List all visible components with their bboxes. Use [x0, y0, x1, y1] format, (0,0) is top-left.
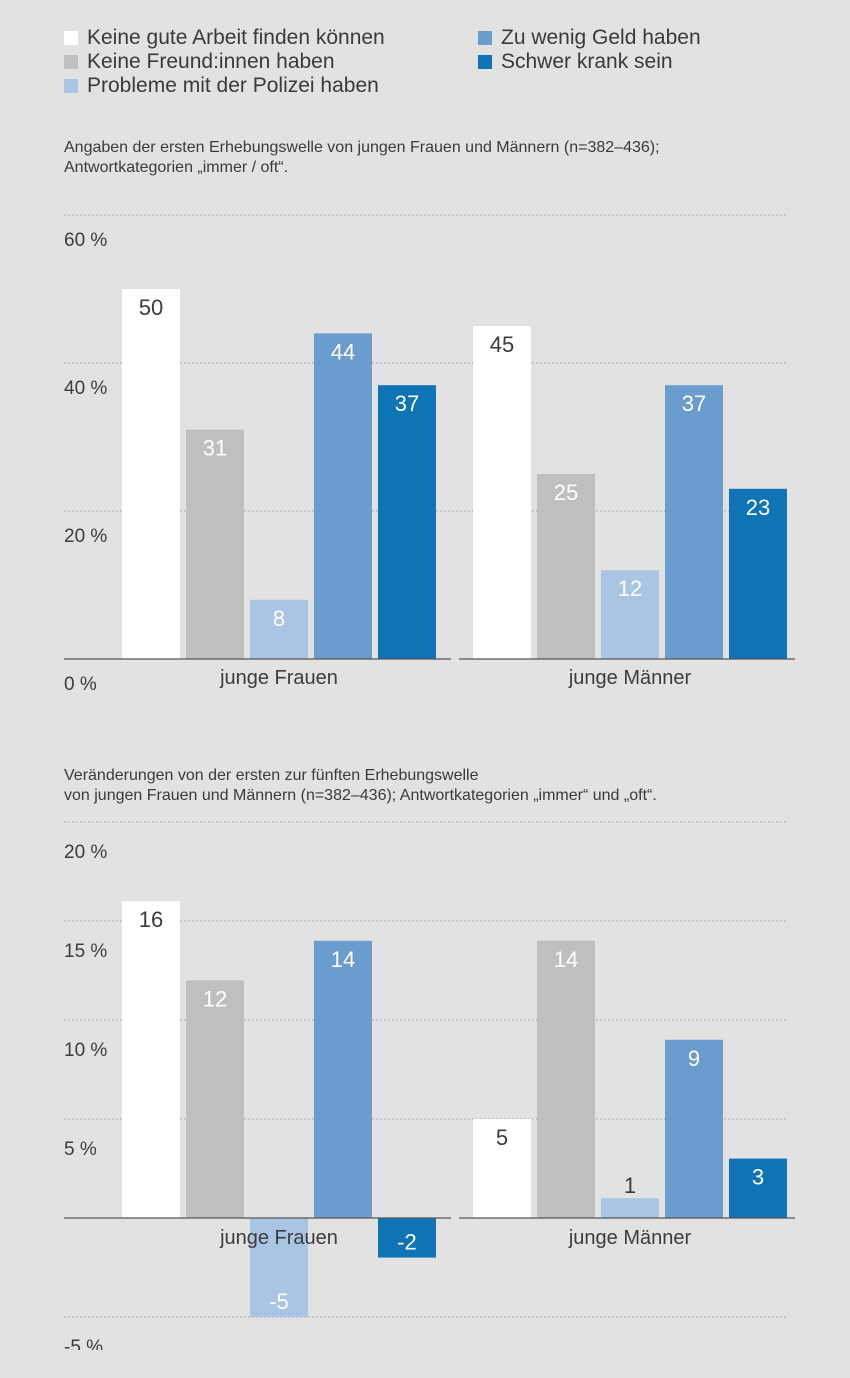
legend: Keine gute Arbeit finden können Keine Fr… — [0, 0, 850, 110]
y-tick-label: 20 % — [64, 842, 107, 863]
y-tick-label: 5 % — [64, 1139, 97, 1160]
data-label: 50 — [139, 295, 163, 320]
legend-swatch — [478, 31, 492, 45]
chart-1-subtitle: Angaben der ersten Erhebungswelle von ju… — [64, 138, 660, 178]
legend-item-krank: Schwer krank sein — [478, 50, 673, 74]
data-label: 31 — [203, 436, 227, 461]
legend-label: Keine gute Arbeit finden können — [87, 26, 385, 49]
legend-label: Schwer krank sein — [501, 50, 673, 73]
data-label: 1 — [624, 1173, 636, 1198]
legend-item-freunde: Keine Freund:innen haben — [64, 50, 335, 74]
bar-probleme-mit-der-polizei-haben-junge-frauen — [250, 599, 308, 659]
bar-probleme-mit-der-polizei-haben-junge-männer — [601, 570, 659, 659]
data-label: 14 — [331, 947, 355, 972]
subtitle-line: von jungen Frauen und Männern (n=382–436… — [64, 787, 657, 804]
bar-schwer-krank-sein-junge-männer — [729, 488, 787, 659]
legend-item-polizei: Probleme mit der Polizei haben — [64, 74, 379, 98]
bar-schwer-krank-sein-junge-männer — [729, 1158, 787, 1218]
category-label: junge Männer — [568, 667, 692, 689]
bar-keine-gute-arbeit-finden-können-junge-frauen — [122, 901, 180, 1218]
data-label: -5 — [269, 1289, 289, 1314]
data-label: 8 — [273, 606, 285, 631]
bar-zu-wenig-geld-haben-junge-frauen — [314, 333, 372, 659]
legend-label: Zu wenig Geld haben — [501, 26, 701, 49]
data-label: 5 — [496, 1125, 508, 1150]
bar-keine-gute-arbeit-finden-können-junge-männer — [473, 1119, 531, 1218]
category-label: junge Frauen — [219, 1227, 338, 1249]
y-tick-label: 20 % — [64, 526, 107, 547]
subtitle-line: Angaben der ersten Erhebungswelle von ju… — [64, 139, 660, 156]
data-label: 37 — [395, 391, 419, 416]
data-label: 37 — [682, 391, 706, 416]
legend-label: Keine Freund:innen haben — [87, 50, 335, 73]
chart-change-first-to-fifth-wave: -5 % 5 % 10 % 15 % 20 % 16 12 -5 14 -2 junge Fraue… — [64, 821, 795, 1350]
data-label: 45 — [490, 332, 514, 357]
legend-item-arbeit: Keine gute Arbeit finden können — [64, 26, 385, 50]
y-tick-label: -5 % — [64, 1337, 103, 1350]
bar-keine-gute-arbeit-finden-können-junge-männer — [473, 326, 531, 659]
bar-probleme-mit-der-polizei-haben-junge-frauen — [250, 1218, 308, 1317]
chart-first-wave: 0 % 20 % 40 % 60 % 50 31 8 44 37 junge Frauen 45 25… — [64, 214, 795, 695]
category-label: junge Frauen — [219, 667, 338, 689]
bar-keine-gute-arbeit-finden-können-junge-frauen — [122, 289, 180, 659]
data-label: 14 — [554, 947, 578, 972]
bar-keine-freund-innen-haben-junge-frauen — [186, 429, 244, 659]
y-tick-label: 15 % — [64, 941, 107, 962]
chart-2-subtitle: Veränderungen von der ersten zur fünften… — [64, 766, 657, 806]
legend-item-geld: Zu wenig Geld haben — [478, 26, 701, 50]
bar-zu-wenig-geld-haben-junge-männer — [665, 385, 723, 659]
data-label: 3 — [752, 1165, 764, 1190]
data-label: -2 — [397, 1230, 417, 1255]
bar-schwer-krank-sein-junge-frauen — [378, 1218, 436, 1258]
legend-swatch — [64, 31, 78, 45]
bar-keine-freund-innen-haben-junge-männer — [537, 474, 595, 659]
bar-keine-freund-innen-haben-junge-frauen — [186, 980, 244, 1218]
data-label: 44 — [331, 339, 355, 364]
data-label: 12 — [203, 986, 227, 1011]
data-label: 23 — [746, 495, 770, 520]
data-label: 9 — [688, 1046, 700, 1071]
legend-swatch — [478, 55, 492, 69]
bar-probleme-mit-der-polizei-haben-junge-männer — [601, 1198, 659, 1218]
data-label: 12 — [618, 576, 642, 601]
legend-swatch — [64, 79, 78, 93]
legend-label: Probleme mit der Polizei haben — [87, 74, 379, 97]
data-label: 16 — [139, 907, 163, 932]
legend-swatch — [64, 55, 78, 69]
bar-zu-wenig-geld-haben-junge-frauen — [314, 940, 372, 1218]
subtitle-line: Veränderungen von der ersten zur fünften… — [64, 767, 479, 784]
y-tick-label: 10 % — [64, 1040, 107, 1061]
data-label: 25 — [554, 480, 578, 505]
bar-keine-freund-innen-haben-junge-männer — [537, 940, 595, 1218]
bar-schwer-krank-sein-junge-frauen — [378, 385, 436, 659]
bar-zu-wenig-geld-haben-junge-männer — [665, 1039, 723, 1218]
subtitle-line: Antwortkategorien „immer / oft“. — [64, 159, 289, 176]
y-tick-label: 40 % — [64, 378, 107, 399]
category-label: junge Männer — [568, 1227, 692, 1249]
y-tick-label: 0 % — [64, 674, 97, 695]
y-tick-label: 60 % — [64, 230, 107, 251]
